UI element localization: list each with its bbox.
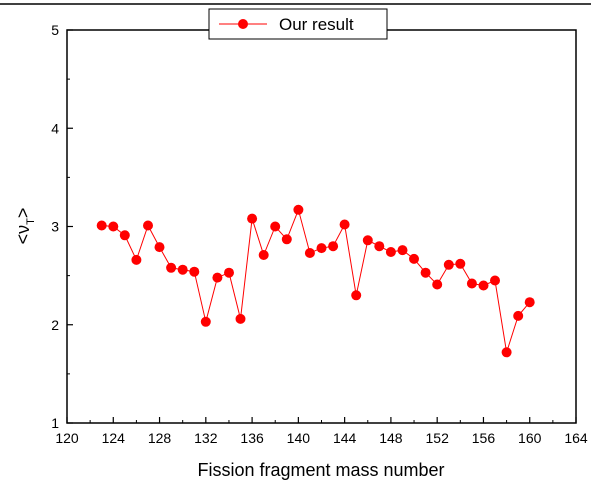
data-point [177,264,188,275]
data-point [316,243,327,254]
data-point [270,221,281,232]
x-tick-label: 160 [518,430,542,446]
data-point [420,267,431,278]
data-point [374,241,385,252]
x-tick-label: 140 [287,430,311,446]
data-point [235,313,246,324]
data-point [513,310,524,321]
x-tick-label: 144 [333,430,357,446]
series-our-result [96,204,535,358]
data-point [362,235,373,246]
data-point [397,245,408,256]
data-point [466,278,477,289]
data-point [189,266,200,277]
y-tick-label: 4 [51,120,59,136]
y-axis-title: <νT> [13,208,37,245]
data-point [224,267,234,278]
data-point [339,219,350,230]
svg-text:<νT>: <νT> [13,208,37,245]
data-point [524,297,535,308]
data-point [443,259,454,270]
legend-marker-sample [238,19,248,29]
y-tick-label: 3 [51,219,59,235]
y-axis: 1 2 3 4 5 [51,22,73,431]
data-point [304,248,315,258]
x-tick-label: 132 [194,430,218,446]
x-tick-label: 148 [379,430,403,446]
y-axis-title-end: > [13,208,33,219]
x-tick-label: 128 [148,430,172,446]
x-tick-label: 152 [426,430,450,446]
data-point [501,347,512,358]
data-point [131,254,142,265]
data-point [143,220,153,231]
x-tick-label: 124 [102,430,126,446]
data-point [212,272,223,283]
data-point [478,280,489,291]
data-point [351,290,362,301]
y-axis-title-main: <ν [13,225,33,245]
data-point [166,262,177,273]
data-point [96,220,107,231]
x-tick-label: 120 [55,430,79,446]
data-point [328,241,339,252]
data-point [154,242,165,253]
data-point [200,316,211,327]
data-point [119,230,130,241]
x-tick-label: 156 [472,430,496,446]
x-axis: 120 124 128 132 136 140 144 148 152 156 160 164 [55,417,588,446]
y-tick-label: 5 [51,22,59,38]
data-point [432,279,443,290]
data-point [258,250,269,260]
y-tick-label: 2 [51,317,59,333]
series-line [101,208,531,353]
data-point [409,253,419,264]
data-point [281,234,292,245]
data-point [455,258,466,269]
data-point [247,213,258,224]
legend: Our result [208,8,388,40]
x-tick-label: 136 [240,430,264,446]
data-point [293,204,304,215]
legend-label: Our result [279,15,354,34]
y-tick-label: 1 [51,415,59,431]
data-point [385,247,396,257]
data-point [490,275,500,286]
data-point [108,221,119,232]
x-tick-label: 164 [564,430,588,446]
y-axis-title-subscript: T [25,218,37,225]
x-axis-title: Fission fragment mass number [197,460,444,480]
